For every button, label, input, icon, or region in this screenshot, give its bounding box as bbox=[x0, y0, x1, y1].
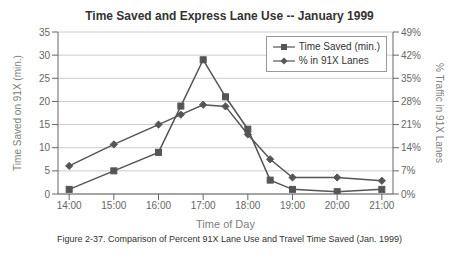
svg-text:16:00: 16:00 bbox=[146, 200, 171, 211]
svg-text:14%: 14% bbox=[401, 142, 421, 153]
svg-text:15:00: 15:00 bbox=[101, 200, 126, 211]
svg-text:14:00: 14:00 bbox=[57, 200, 82, 211]
svg-text:17:00: 17:00 bbox=[191, 200, 216, 211]
svg-text:21:00: 21:00 bbox=[369, 200, 394, 211]
svg-text:10: 10 bbox=[39, 142, 51, 153]
html-text:% in 91X Lanes: % in 91X Lanes bbox=[298, 55, 369, 66]
svg-text:5: 5 bbox=[44, 165, 50, 176]
svg-text:42%: 42% bbox=[401, 50, 421, 61]
svg-text:18:00: 18:00 bbox=[235, 200, 260, 211]
svg-text:0: 0 bbox=[44, 189, 50, 200]
svg-text:Time Saved on 91X (min.): Time Saved on 91X (min.) bbox=[12, 55, 23, 171]
svg-text:15: 15 bbox=[39, 119, 51, 130]
svg-text:35%: 35% bbox=[401, 73, 421, 84]
svg-text:7%: 7% bbox=[401, 165, 416, 176]
svg-text:49%: 49% bbox=[401, 27, 421, 38]
svg-text:20:00: 20:00 bbox=[325, 200, 350, 211]
svg-text:0%: 0% bbox=[401, 189, 416, 200]
svg-text:% Traffic in 91X Lanes: % Traffic in 91X Lanes bbox=[434, 63, 445, 163]
svg-text:25: 25 bbox=[39, 73, 51, 84]
svg-text:21%: 21% bbox=[401, 119, 421, 130]
svg-text:28%: 28% bbox=[401, 96, 421, 107]
html-text:Time Saved and Express Lane Us: Time Saved and Express Lane Use -- Janua… bbox=[85, 9, 374, 23]
svg-text:19:00: 19:00 bbox=[280, 200, 305, 211]
svg-text:30: 30 bbox=[39, 50, 51, 61]
svg-text:Time of Day: Time of Day bbox=[196, 218, 255, 230]
svg-text:20: 20 bbox=[39, 96, 51, 107]
html-text:Figure 2-37. Comparison of Per: Figure 2-37. Comparison of Percent 91X L… bbox=[56, 234, 403, 244]
html-text:Time Saved (min.): Time Saved (min.) bbox=[298, 41, 380, 52]
svg-text:35: 35 bbox=[39, 27, 51, 38]
